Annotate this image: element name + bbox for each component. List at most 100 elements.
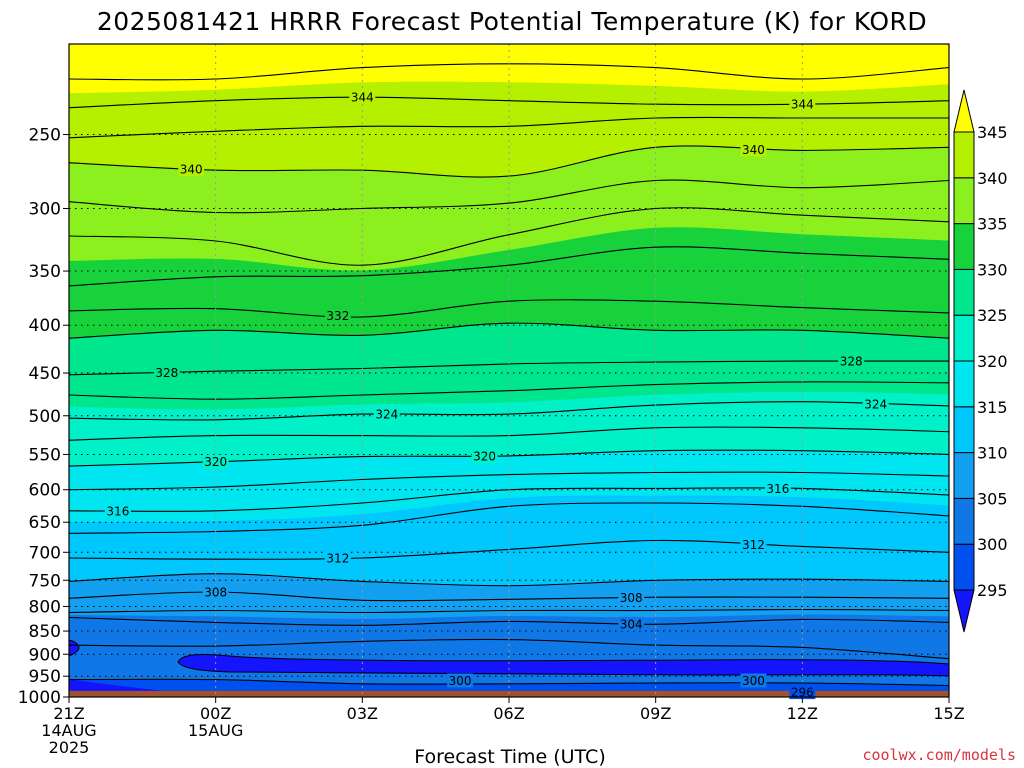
contour-label-344: 344 [351,91,374,105]
contour-label-316: 316 [766,482,789,496]
contour-label-340: 340 [742,143,765,157]
x-tick-label: 00Z [200,704,231,723]
colorbar-label-300: 300 [977,535,1008,554]
plot-area: 344 344 340 340 332 328 328 324 324 320 320 316 316 3… [18,43,965,757]
y-tick-label-650: 650 [29,513,61,533]
colorbar-label-310: 310 [977,444,1008,463]
y-tick-label-400: 400 [29,316,61,336]
x-tick-label: 15AUG [188,721,243,740]
contour-label-bg [153,365,180,380]
contour-label-328: 328 [840,355,863,369]
x-tick-label: 12Z [787,704,818,723]
contour-label-bg [789,97,816,112]
x-tick-label: 09Z [640,704,671,723]
x-tick-label: 2025 [49,738,90,757]
contour-label-bg [740,537,767,552]
y-tick-label-700: 700 [29,543,61,563]
x-axis-label: Forecast Time (UTC) [414,746,605,768]
contour-label-bg [471,449,498,464]
contour-label-bg [447,673,474,688]
y-tick-label-350: 350 [29,262,61,282]
y-tick-label-850: 850 [29,622,61,642]
contour-label-316: 316 [106,504,129,518]
contour-label-bg [740,673,767,688]
x-tick-label: 06Z [493,704,524,723]
contour-label-324: 324 [864,397,887,411]
contour-label-300: 300 [449,674,472,688]
colorbar-swatch [953,406,975,454]
grid [68,44,950,698]
contour-label-328: 328 [155,366,178,380]
y-tick-label-550: 550 [29,445,61,465]
y-tick-label-300: 300 [29,200,61,220]
contour-label-300: 300 [742,674,765,688]
contour-label-332: 332 [326,309,349,323]
colorbar-swatch [953,314,975,362]
contour-label-312: 312 [326,552,349,566]
contour-300 [69,678,949,687]
contour-330 [69,322,949,339]
y-tick-label-250: 250 [29,126,61,146]
contour-label-bg [324,551,351,566]
colorbar-swatch [953,543,975,591]
contour-label-bg [202,585,229,600]
contour-label-bg [862,396,889,411]
contour-318 [69,471,949,491]
colorbar-extend-top [953,89,975,133]
contour-label-bg [104,503,131,518]
contour-label-bg [618,590,645,605]
contour-label-320: 320 [473,450,496,464]
contour-label-340: 340 [180,162,203,176]
x-tick-label: 03Z [347,704,378,723]
colorbar-label-340: 340 [977,169,1008,188]
contour-label-308: 308 [620,591,643,605]
contour-label-296: 296 [791,686,814,700]
colorbar-extend-bottom [953,589,975,633]
colorbar-label-335: 335 [977,215,1008,234]
contour-label-bg [324,308,351,323]
colorbar-label-320: 320 [977,352,1008,371]
colorbar-label-345: 345 [977,123,1008,142]
chart-title: 2025081421 HRRR Forecast Potential Tempe… [97,7,927,36]
colorbar-swatch [953,497,975,545]
filled-contours [69,44,949,697]
x-tick-label: 15Z [933,704,964,723]
colorbar-swatch [953,452,975,499]
y-tick-label-500: 500 [29,407,61,427]
y-tick-label-950: 950 [29,667,61,687]
contour-labels: 344 344 340 340 332 328 328 324 324 320 320 316 316 3… [104,90,889,700]
contour-label-bg [764,481,791,496]
contour-label-312: 312 [742,538,765,552]
colorbar-swatch [953,131,975,179]
contour-336 [69,207,949,266]
y-tick-label-600: 600 [29,481,61,501]
contour-label-bg [838,354,865,369]
contour-label-bg [349,90,376,105]
x-tick-label: 14AUG [41,721,96,740]
contour-label-bg [740,142,767,157]
contour-label-308: 308 [204,586,227,600]
colorbar-swatch [953,360,975,408]
contour-label-324: 324 [375,408,398,422]
y-tick-label-900: 900 [29,645,61,665]
contour-label-bg [789,685,816,700]
colorbar: 295 300 305 310 315 320 325 330 335 340 345 [953,89,1008,633]
cold-pocket-295 [177,653,949,677]
colorbar-label-305: 305 [977,489,1008,508]
contour-label-bg [618,616,645,631]
contour-label-bg [373,407,400,422]
contour-324 [69,401,949,421]
contour-label-bg [178,161,205,176]
y-tick-label-750: 750 [29,571,61,591]
y-tick-label-800: 800 [29,597,61,617]
x-tick-label: 21Z [53,704,84,723]
colorbar-swatch [953,268,975,316]
contour-label-bg [202,454,229,469]
contour-label-320: 320 [204,455,227,469]
colorbar-label-330: 330 [977,260,1008,279]
colorbar-swatch [953,177,975,225]
credit-link[interactable]: coolwx.com/models [862,746,1016,764]
colorbar-label-315: 315 [977,398,1008,417]
